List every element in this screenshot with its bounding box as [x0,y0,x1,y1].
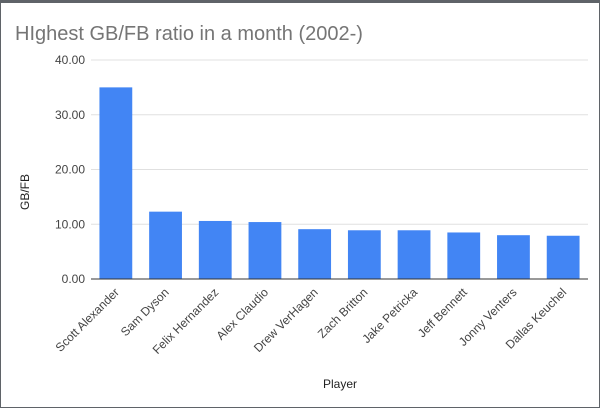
x-category-label: Scott Alexander [53,285,122,354]
chart-title: HIghest GB/FB ratio in a month (2002-) [15,23,363,45]
bar [347,230,381,279]
y-axis-ticks: 0.00 10.00 20.00 30.00 40.00 [55,53,85,286]
bar [198,220,232,279]
bar [497,235,530,279]
bar [397,230,431,279]
gridlines [91,59,588,225]
bar [447,232,481,279]
y-tick-label: 10.00 [55,217,85,231]
y-tick-label: 40.00 [55,53,85,67]
bar [546,235,580,279]
bars [99,87,580,279]
x-axis-label: Player [323,377,357,391]
bar [298,229,332,279]
y-tick-label: 30.00 [55,108,85,122]
x-category-label: Sam Dyson [118,285,172,339]
bar-chart: HIghest GB/FB ratio in a month (2002-) 0… [15,23,588,391]
bar [149,211,182,279]
bar [99,87,133,279]
y-axis-label: GB/FB [18,174,32,210]
y-tick-label: 0.00 [62,272,86,286]
bar [248,222,282,279]
y-tick-label: 20.00 [55,163,85,177]
